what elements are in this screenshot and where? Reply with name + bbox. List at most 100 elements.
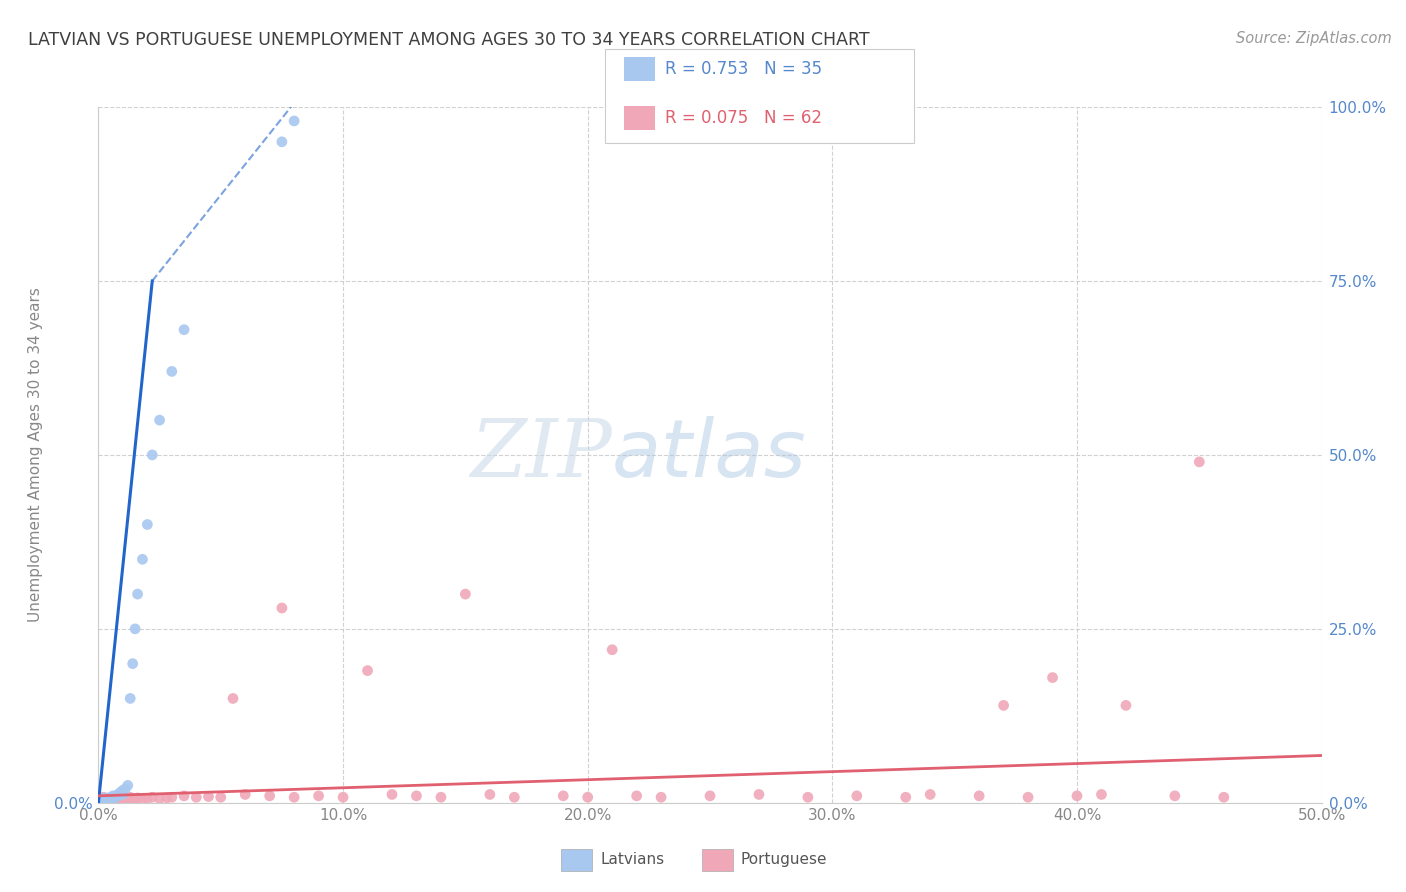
Point xyxy=(141,790,163,805)
Point xyxy=(576,790,599,805)
Point xyxy=(270,135,294,149)
Point xyxy=(1164,789,1187,803)
Point xyxy=(91,794,114,808)
Point xyxy=(94,792,117,806)
Point xyxy=(90,792,112,806)
Point xyxy=(101,791,124,805)
Point xyxy=(600,642,623,657)
Point xyxy=(107,789,129,803)
Point xyxy=(160,364,183,378)
Point xyxy=(94,791,117,805)
Point xyxy=(1090,788,1112,802)
Point xyxy=(90,794,112,808)
Point xyxy=(124,791,146,805)
Point xyxy=(90,794,112,808)
Point xyxy=(114,792,136,806)
Point xyxy=(136,517,159,532)
Point xyxy=(748,788,770,802)
Point xyxy=(1188,455,1211,469)
Point xyxy=(110,791,132,805)
Point xyxy=(97,791,120,805)
Point xyxy=(222,691,245,706)
Point xyxy=(233,788,256,802)
Text: ZIP: ZIP xyxy=(471,417,612,493)
Point xyxy=(121,657,143,671)
Point xyxy=(107,788,129,802)
Point xyxy=(120,691,142,706)
Point xyxy=(993,698,1015,713)
Point xyxy=(920,788,942,802)
Point xyxy=(270,601,294,615)
Point xyxy=(173,323,195,337)
Point xyxy=(1115,698,1137,713)
Point xyxy=(283,114,305,128)
Point xyxy=(91,793,114,807)
Point xyxy=(91,791,114,805)
Point xyxy=(894,790,917,805)
Point xyxy=(156,791,179,805)
Point xyxy=(100,791,122,805)
Point xyxy=(478,788,501,802)
Point xyxy=(141,448,163,462)
Point xyxy=(136,791,159,805)
Point xyxy=(1212,790,1234,805)
Point xyxy=(107,793,129,807)
Point xyxy=(626,789,648,803)
Point xyxy=(454,587,477,601)
Point xyxy=(131,792,153,806)
Point xyxy=(186,790,208,805)
Point xyxy=(91,791,114,805)
Point xyxy=(1066,789,1088,803)
Point xyxy=(430,790,453,805)
Point xyxy=(90,793,112,807)
Y-axis label: Unemployment Among Ages 30 to 34 years: Unemployment Among Ages 30 to 34 years xyxy=(28,287,44,623)
Point xyxy=(97,792,120,806)
Point xyxy=(100,790,122,805)
Point xyxy=(553,789,575,803)
Point xyxy=(111,783,134,797)
Point xyxy=(308,789,330,803)
Point xyxy=(117,791,139,805)
Point xyxy=(845,789,868,803)
Point xyxy=(1017,790,1039,805)
Text: R = 0.753   N = 35: R = 0.753 N = 35 xyxy=(665,60,823,78)
Point xyxy=(114,781,136,796)
Point xyxy=(104,792,127,806)
Point xyxy=(97,792,120,806)
Text: Source: ZipAtlas.com: Source: ZipAtlas.com xyxy=(1236,31,1392,46)
Point xyxy=(699,789,721,803)
Point xyxy=(797,790,820,805)
Point xyxy=(967,789,990,803)
Point xyxy=(1042,671,1064,685)
Point xyxy=(131,552,153,566)
Point xyxy=(120,790,142,805)
Text: Portuguese: Portuguese xyxy=(741,853,828,867)
Point xyxy=(111,788,134,802)
Point xyxy=(127,791,149,805)
Point xyxy=(94,793,117,807)
Point xyxy=(283,790,305,805)
Point xyxy=(100,792,122,806)
Point xyxy=(381,788,404,802)
Point xyxy=(127,587,149,601)
Point xyxy=(101,791,124,805)
Point xyxy=(332,790,354,805)
Point xyxy=(101,789,124,803)
Point xyxy=(209,790,232,805)
Point xyxy=(117,778,139,792)
Point xyxy=(104,790,127,805)
Text: atlas: atlas xyxy=(612,416,807,494)
Point xyxy=(197,789,219,804)
Point xyxy=(91,790,114,805)
Text: R = 0.075   N = 62: R = 0.075 N = 62 xyxy=(665,109,823,128)
Point xyxy=(160,790,183,805)
Point xyxy=(149,791,172,805)
Point xyxy=(110,785,132,799)
Text: Latvians: Latvians xyxy=(600,853,665,867)
Point xyxy=(124,622,146,636)
Point xyxy=(149,413,172,427)
Point xyxy=(173,789,195,803)
Point xyxy=(356,664,378,678)
Point xyxy=(111,791,134,805)
Point xyxy=(259,789,281,803)
